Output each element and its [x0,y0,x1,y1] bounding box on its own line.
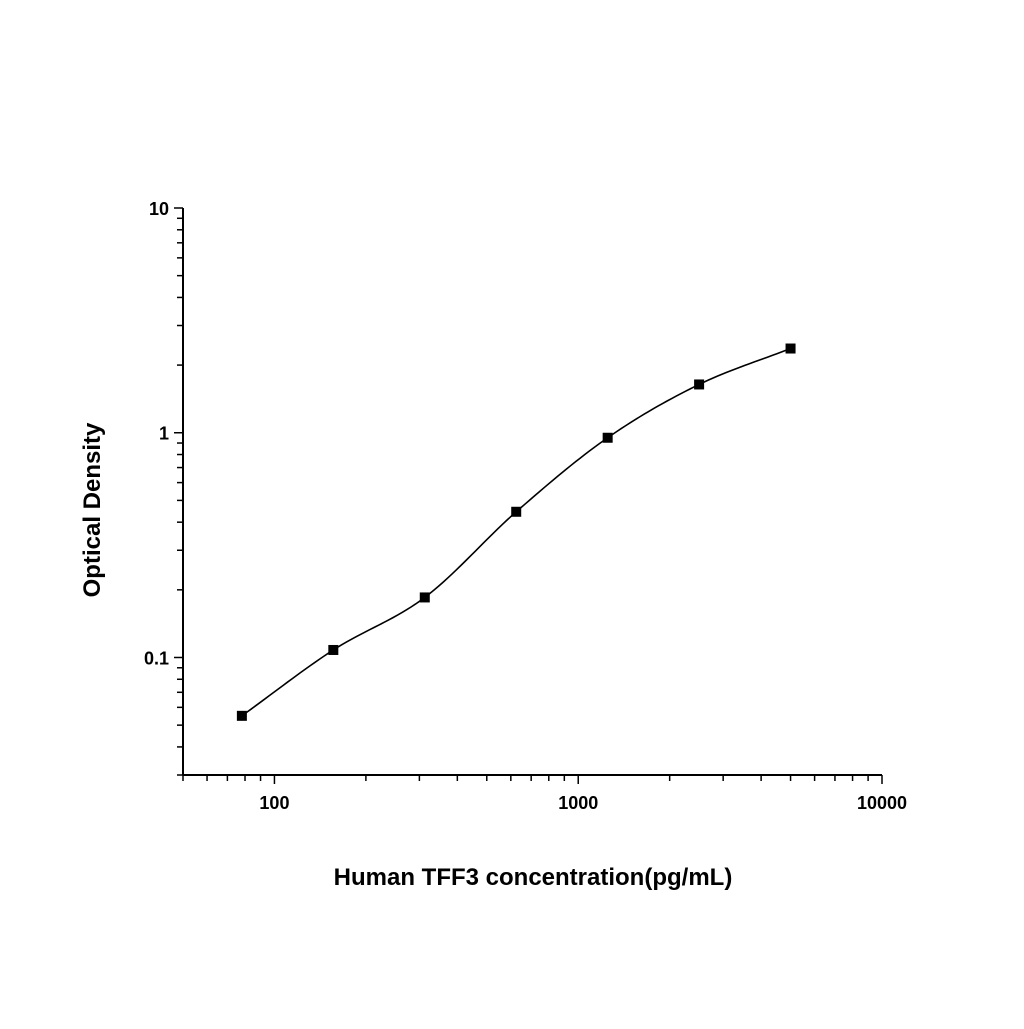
x-axis-title: Human TFF3 concentration(pg/mL) [334,864,733,891]
data-point [328,644,339,655]
data-point [694,379,705,390]
y-axis-title: Optical Density [79,422,106,597]
y-tick-label: 0.1 [144,648,169,668]
data-point [419,592,430,603]
x-tick-label: 1000 [558,793,598,813]
data-point [511,506,522,517]
fit-curve [241,347,791,717]
y-tick-label: 10 [149,199,169,219]
y-tick-label: 1 [159,424,169,444]
axes [174,207,883,784]
data-point [785,343,796,354]
data-point [602,432,613,443]
data-point [236,710,247,721]
tick-labels: 100 1000 10000 0.1 1 10 [144,199,907,813]
data-points [236,343,796,721]
x-tick-label: 10000 [857,793,907,813]
x-tick-label: 100 [259,793,289,813]
